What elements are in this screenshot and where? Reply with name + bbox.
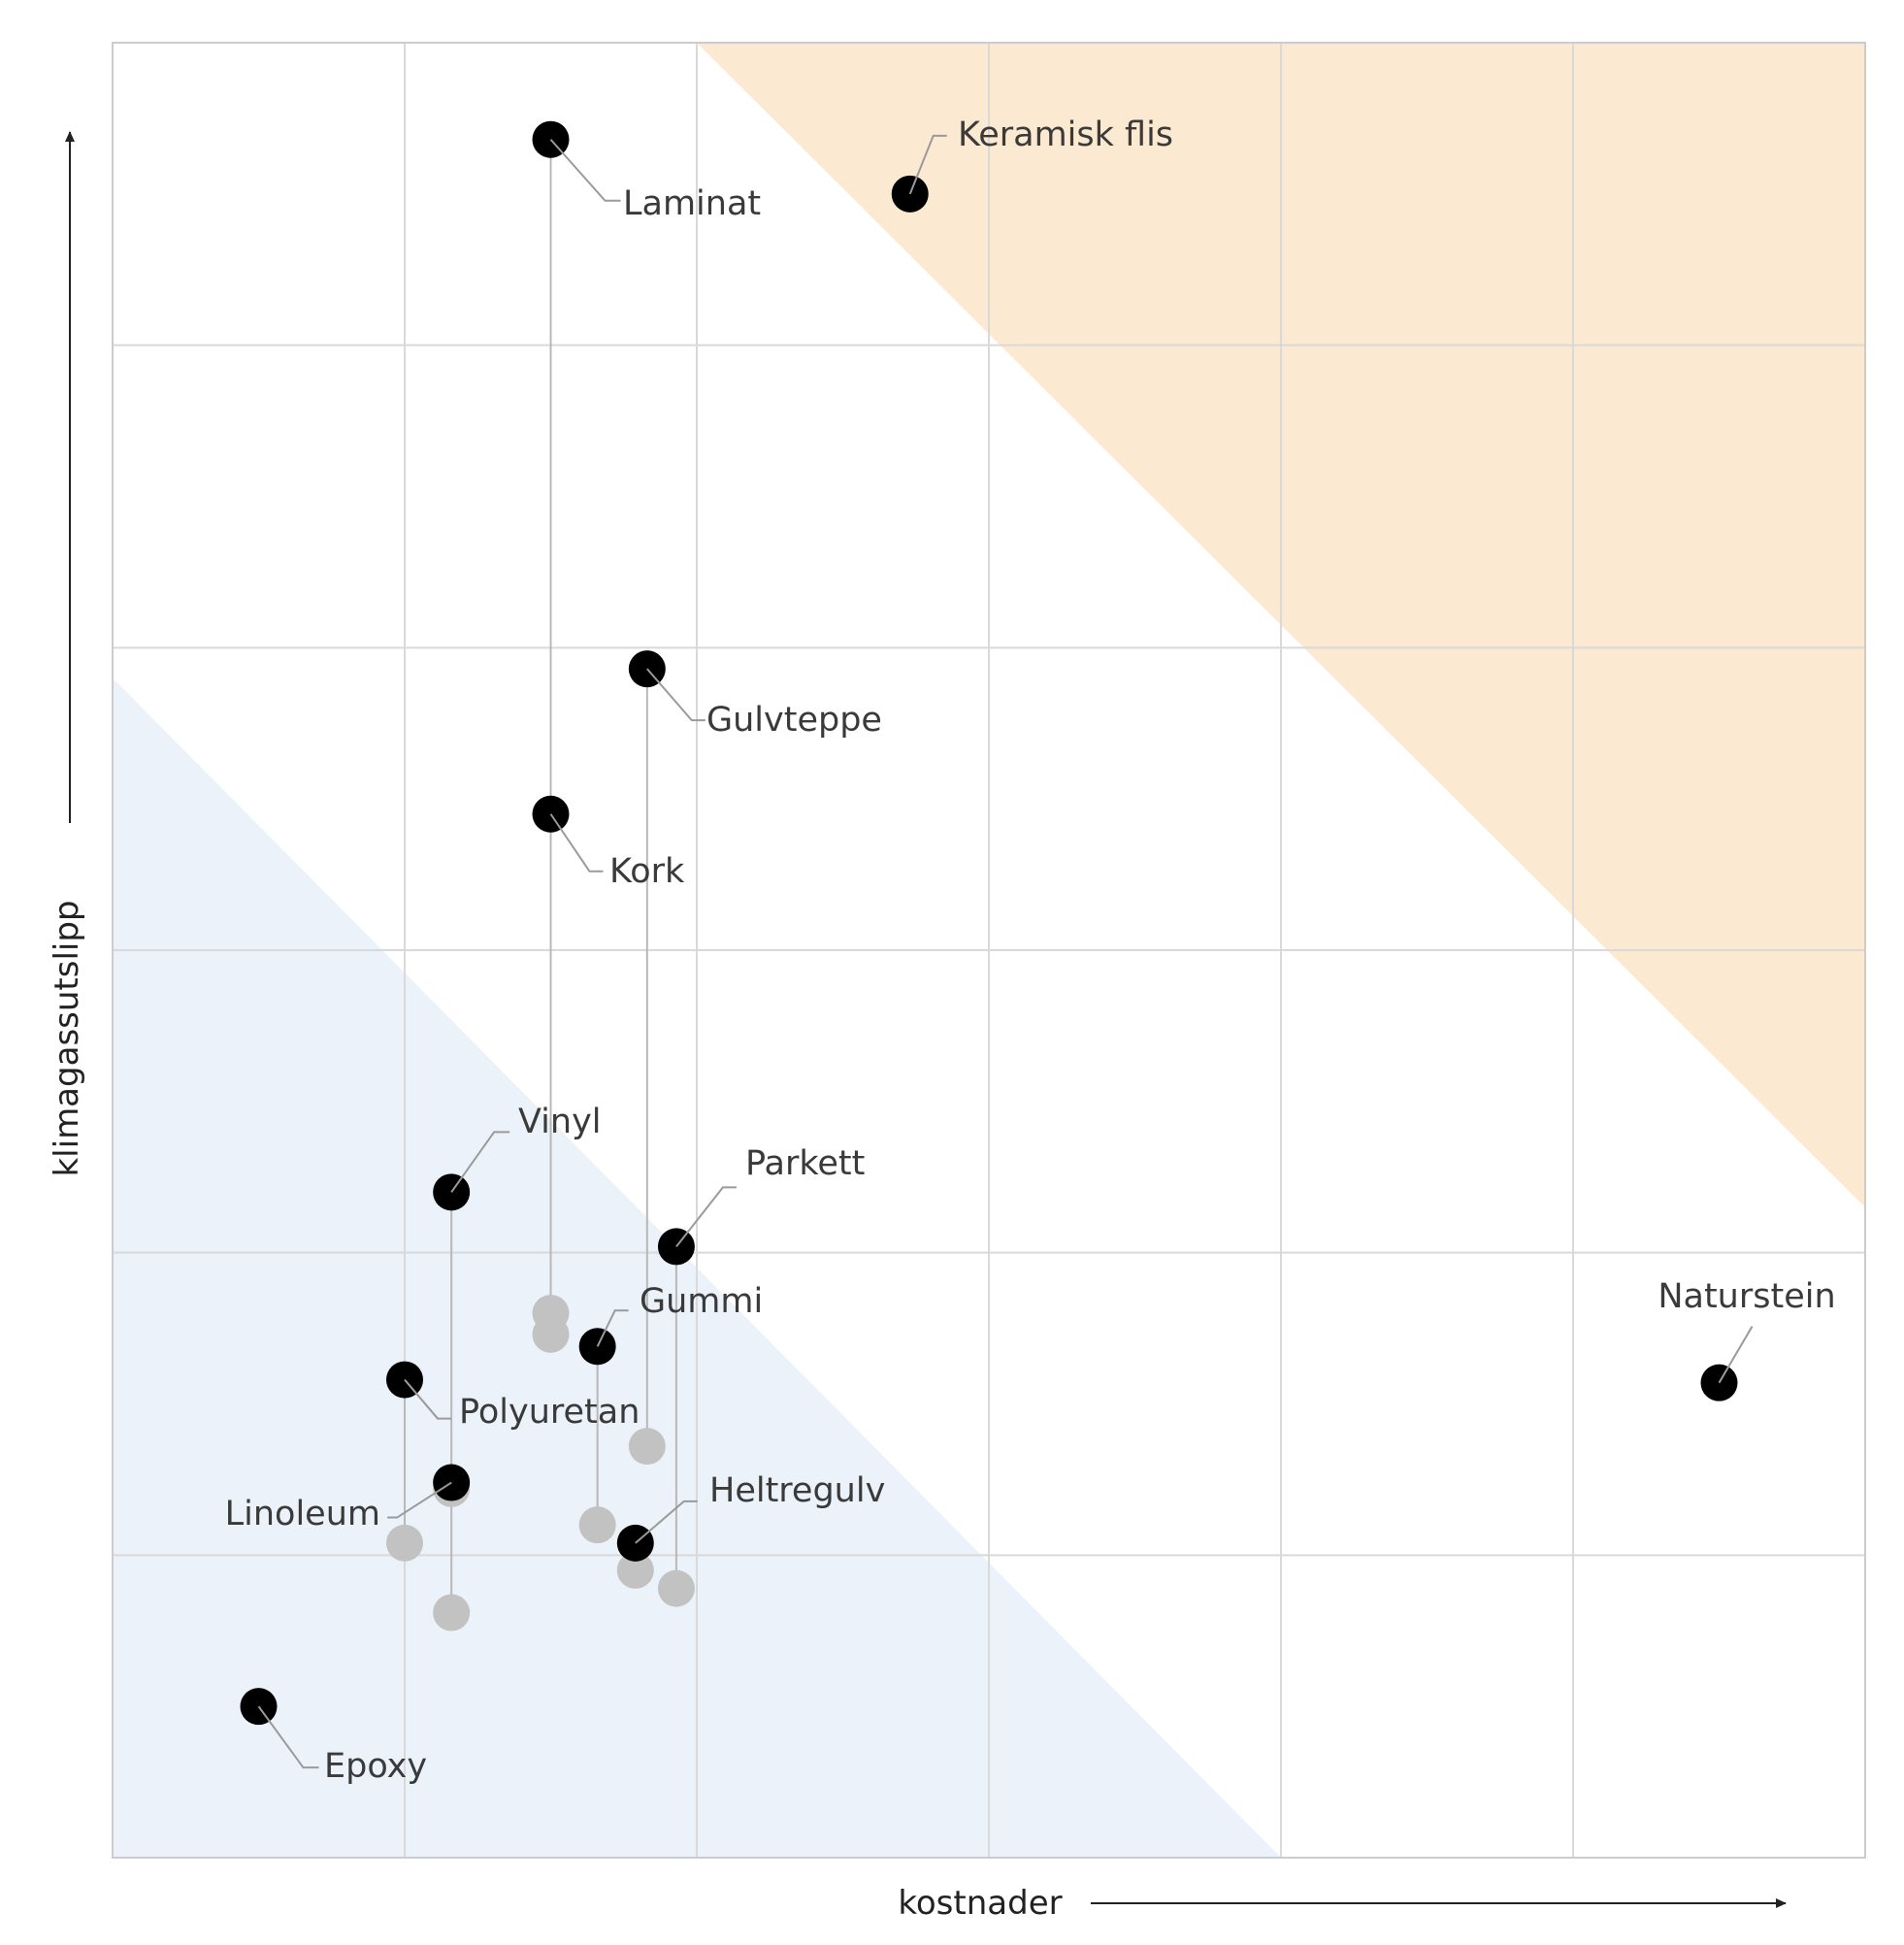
baseline-point-vinyl: [433, 1594, 471, 1632]
baseline-point-gulvteppe: [628, 1428, 666, 1466]
label-gulvteppe: Gulvteppe: [706, 701, 882, 740]
connector-layer: [404, 139, 677, 1613]
leader-vinyl: [450, 1131, 510, 1193]
baseline-point-polyuretan: [386, 1524, 423, 1562]
grid-layer: [112, 42, 1866, 1859]
leader-gummi: [596, 1309, 629, 1347]
label-naturstein: Naturstein: [1658, 1277, 1835, 1316]
label-polyuretan: Polyuretan: [459, 1393, 640, 1432]
label-vinyl: Vinyl: [518, 1103, 602, 1141]
label-layer: Laminat Keramisk flis Gulvteppe Kork Vinyl Pa…: [225, 115, 1836, 1786]
x-axis-label: kostnader: [898, 1884, 1062, 1923]
label-epoxy: Epoxy: [324, 1747, 427, 1786]
y-axis-label: klimagassutslipp: [48, 900, 86, 1176]
label-parkett: Parkett: [745, 1144, 865, 1183]
baseline-point-gummi: [578, 1506, 616, 1544]
leader-naturstein: [1718, 1326, 1754, 1384]
leader-gulvteppe: [646, 668, 706, 722]
label-keramisk-flis: Keramisk flis: [958, 115, 1173, 154]
baseline-point-parkett: [657, 1569, 695, 1607]
baseline-point-laminat: [532, 1315, 570, 1353]
leader-laminat: [549, 139, 621, 202]
leader-polyuretan: [404, 1378, 451, 1420]
plot-border: [112, 42, 1866, 1859]
label-laminat: Laminat: [623, 184, 761, 223]
baseline-point-layer: [386, 1295, 695, 1632]
leader-linoleum: [387, 1481, 452, 1519]
label-heltregulv: Heltregulv: [709, 1471, 885, 1510]
leader-heltregulv: [635, 1500, 698, 1544]
baseline-point-heltregulv: [616, 1551, 654, 1589]
leader-keramisk-flis: [908, 134, 947, 195]
label-gummi: Gummi: [640, 1282, 763, 1321]
leader-kork: [549, 813, 604, 873]
leader-epoxy: [257, 1705, 319, 1769]
label-kork: Kork: [609, 852, 685, 891]
label-linoleum: Linoleum: [225, 1495, 380, 1533]
leader-parkett: [675, 1186, 737, 1248]
